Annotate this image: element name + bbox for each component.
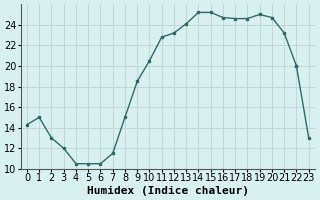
X-axis label: Humidex (Indice chaleur): Humidex (Indice chaleur) [87, 186, 249, 196]
